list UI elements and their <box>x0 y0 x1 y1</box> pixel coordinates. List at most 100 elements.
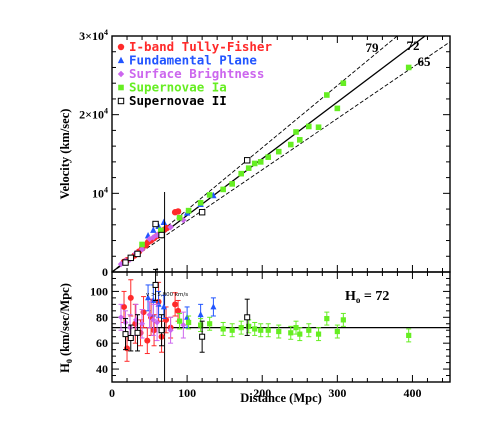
velocity-point <box>158 231 165 239</box>
hubble-constant-point <box>160 303 167 310</box>
hubble-constant-point <box>132 320 139 327</box>
hubble-constant-point <box>127 294 134 301</box>
hubble-constant-point <box>334 328 340 335</box>
velocity-point <box>287 141 294 148</box>
velocity-point <box>305 123 312 130</box>
hubble-constant-point <box>276 328 282 335</box>
hubble-constant-point <box>167 327 174 334</box>
velocity-point <box>340 80 347 86</box>
velocity-point <box>150 226 157 233</box>
bottom-y-axis-title: H0 (km/sec/Mpc) <box>58 283 74 373</box>
top-ytick-label: 104 <box>92 185 108 200</box>
legend-marker <box>117 70 125 78</box>
hubble-constant-point <box>151 327 158 334</box>
legend-marker <box>118 84 124 91</box>
hubble-constant-point <box>324 315 330 322</box>
velocity-point <box>245 165 252 171</box>
x-axis-title: Distance (Mpc) <box>240 391 322 405</box>
legend-marker <box>117 56 125 64</box>
legend-label: Supernovae II <box>129 93 227 108</box>
h0-annotation: Ho = 72 <box>345 289 389 305</box>
hubble-constant-point <box>145 294 152 301</box>
hubble-constant-point <box>175 307 182 314</box>
velocity-point <box>134 250 141 258</box>
hubble-constant-point <box>150 316 157 323</box>
hubble-constant-point <box>244 314 251 321</box>
hubble-constant-point <box>288 330 294 336</box>
hubble-constant-point <box>220 326 226 332</box>
hubble-constant-point <box>252 326 258 332</box>
hubble-fit-line-65 <box>111 41 451 273</box>
velocity-point <box>122 259 129 266</box>
hubble-constant-point <box>340 317 346 323</box>
velocity-point <box>334 105 341 112</box>
hubble-constant-point <box>127 335 134 341</box>
hubble-constant-panel: 40 60 80 100 0 100 200 300 400 Ho = 72 v > 5,000 k… <box>90 268 451 400</box>
hubble-constant-point <box>144 337 151 344</box>
hubble-constant-point <box>122 331 129 338</box>
hubble-constant-point <box>265 327 271 333</box>
fit-line-label-79: 79 <box>366 40 380 55</box>
hubble-constant-point <box>177 318 183 324</box>
velocity-point <box>197 199 204 206</box>
bottom-xtick-label: 200 <box>253 386 271 400</box>
velocity-point <box>244 157 251 164</box>
bottom-ytick-label: 60 <box>96 336 108 350</box>
hubble-constant-point <box>127 324 134 331</box>
velocity-point <box>238 170 244 177</box>
top-ytick-label: 0 <box>102 265 108 279</box>
velocity-point <box>324 92 330 98</box>
velocity-point <box>185 207 192 214</box>
hubble-constant-point <box>199 333 206 340</box>
bottom-ytick-label: 80 <box>96 310 108 324</box>
velocity-point <box>293 129 299 135</box>
legend-label: Supernovae Ia <box>129 80 227 95</box>
legend-label: Fundamental Plane <box>129 53 257 68</box>
velocity-point <box>174 208 182 215</box>
legend-label: I-band Tully-Fisher <box>129 39 272 54</box>
legend-marker <box>117 43 125 51</box>
velocity-point <box>176 214 183 221</box>
hubble-constant-point <box>258 327 264 333</box>
velocity-point <box>265 154 272 160</box>
hubble-constant-point <box>152 281 159 288</box>
velocity-point <box>127 254 134 262</box>
velocity-point <box>158 227 164 234</box>
velocity-point <box>296 137 303 143</box>
legend-marker <box>117 97 125 105</box>
velocity-cut-note: v > 5,000 km/s <box>146 292 188 298</box>
velocity-point <box>229 181 235 187</box>
hubble-constant-point <box>121 303 128 310</box>
hubble-constant-point <box>154 319 161 326</box>
velocity-point <box>251 160 258 167</box>
velocity-point <box>152 220 159 228</box>
velocity-point <box>139 241 145 248</box>
bottom-xtick-label: 100 <box>178 386 196 400</box>
top-ytick-label: 3×104 <box>79 28 108 43</box>
hubble-constant-point <box>315 331 322 337</box>
velocity-point <box>198 209 206 216</box>
velocity-point <box>167 223 174 231</box>
legend-label: Surface Brightness <box>129 66 264 81</box>
fit-line-label-72: 72 <box>407 38 420 53</box>
hubble-constant-point <box>139 320 146 327</box>
bottom-plot-frame <box>111 271 451 383</box>
hubble-constant-point <box>172 301 179 308</box>
bottom-xtick-label: 0 <box>109 386 115 400</box>
bottom-ytick-label: 100 <box>90 284 108 298</box>
velocity-point <box>206 192 213 198</box>
hubble-constant-point <box>134 329 141 336</box>
top-y-axis-title: Velocity (km/sec) <box>58 109 72 200</box>
hubble-constant-point <box>297 331 303 337</box>
hubble-constant-point <box>207 321 213 327</box>
hubble-constant-point <box>198 322 204 328</box>
velocity-point <box>315 124 322 131</box>
hubble-constant-point <box>306 327 312 333</box>
hubble-constant-point <box>210 303 217 310</box>
hubble-constant-point <box>197 311 204 318</box>
bottom-xtick-label: 300 <box>328 386 346 400</box>
velocity-point <box>160 218 168 226</box>
bottom-xtick-label: 400 <box>403 386 421 400</box>
